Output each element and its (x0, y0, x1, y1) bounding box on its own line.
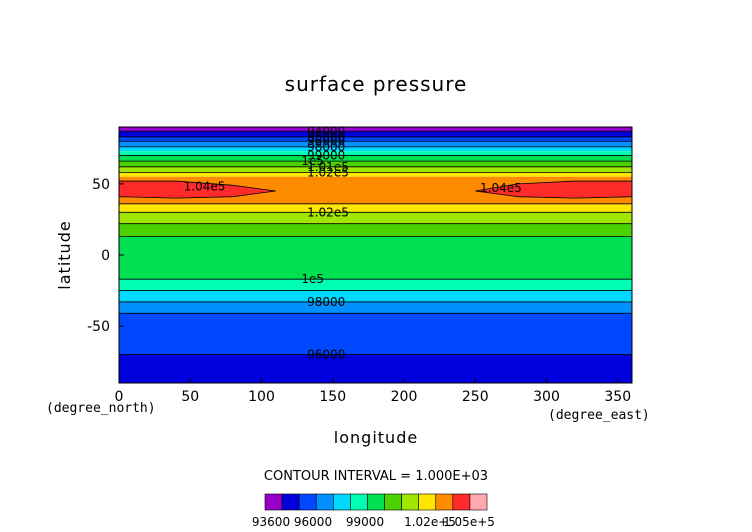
pressure-band (119, 223, 632, 237)
y-axis-label: latitude (55, 220, 74, 289)
pressure-band (119, 136, 632, 142)
contour-labels-layer: 94000950009600098000990001e51.01e51.02e5… (184, 124, 522, 361)
x-tick-label: 200 (391, 389, 418, 405)
colorbar-swatch (350, 493, 368, 511)
contour-label: 94000 (307, 124, 345, 138)
contour-label: 1.02e5 (307, 166, 349, 180)
pressure-band (119, 172, 632, 177)
pressure-band (119, 354, 632, 383)
contour-label: 1.01e5 (307, 160, 349, 174)
contour-label: 98000 (307, 295, 345, 309)
pressure-band (119, 141, 632, 147)
y-tick-label: -50 (87, 319, 110, 335)
colorbar-swatch (452, 493, 471, 511)
contour-label: 1e5 (301, 272, 324, 286)
chart-title: surface pressure (285, 72, 468, 96)
x-tick-label: 300 (533, 389, 560, 405)
contour-label: 1.02e5 (307, 205, 349, 219)
colorbar-swatch (281, 493, 300, 511)
high-pressure-layer (119, 180, 632, 199)
high-pressure-region (475, 180, 632, 199)
pressure-band (119, 279, 632, 291)
pressure-band (119, 212, 632, 224)
pressure-band (119, 131, 632, 137)
pressure-band (119, 155, 632, 162)
colorbar-tick-label: 1.05e+5 (443, 515, 495, 529)
pressure-band (119, 313, 632, 355)
x-tick-label: 250 (462, 389, 489, 405)
y-axis-unit: (degree_north) (46, 401, 156, 416)
colorbar-swatch (264, 493, 283, 511)
pressure-band (119, 161, 632, 167)
contour-label: 95000 (307, 130, 345, 144)
contour-fill-layer (119, 127, 632, 383)
high-pressure-region (119, 180, 276, 199)
x-axis-label: longitude (334, 428, 418, 447)
colorbar-swatch (401, 493, 419, 511)
colorbar-tick-label: 1.02e+5 (404, 515, 456, 529)
contour-label: 98000 (307, 140, 345, 154)
colorbar-swatch (418, 493, 437, 511)
pressure-band (119, 290, 632, 302)
colorbar-swatch (384, 493, 402, 511)
x-tick-label: 350 (604, 389, 631, 405)
pressure-band (119, 166, 632, 173)
x-tick-label: 150 (319, 389, 346, 405)
contour-label-high: 1.04e5 (184, 180, 226, 194)
colorbar-tick-label: 93600 (252, 515, 290, 529)
x-tick-label: 0 (115, 389, 124, 405)
x-tick-label: 100 (248, 389, 275, 405)
colorbar-tick-label: 96000 (294, 515, 332, 529)
colorbar-swatch (298, 493, 317, 511)
y-axis-ticks: -50 0 50 (87, 177, 124, 335)
colorbar-swatch (333, 493, 351, 511)
pressure-band (119, 151, 632, 156)
pressure-band (119, 301, 632, 314)
x-axis-ticks: 0 50 100 150 200 250 300 350 (115, 378, 631, 405)
contour-label-high: 1.04e5 (480, 181, 522, 195)
colorbar-swatch (435, 493, 454, 511)
pressure-band (119, 146, 632, 152)
y-tick-label: 50 (92, 177, 110, 193)
pressure-band (119, 127, 632, 132)
colorbar-swatch (367, 493, 385, 511)
colorbar-tick-label: 99000 (346, 515, 384, 529)
colorbar-swatch (315, 493, 334, 511)
colorbar-labels: 93600 96000 99000 1.02e+51.05e+5 (252, 515, 495, 529)
contour-label: 1e5 (301, 154, 324, 168)
pressure-band (119, 236, 632, 280)
pressure-band (119, 203, 632, 213)
contour-label: 99000 (307, 148, 345, 162)
contour-interval-label: CONTOUR INTERVAL = 1.000E+03 (264, 469, 488, 484)
x-axis-unit: (degree_east) (548, 408, 650, 423)
colorbar (264, 493, 488, 511)
contour-lines-layer (119, 130, 632, 355)
x-tick-label: 50 (181, 389, 199, 405)
contour-label: 96000 (307, 134, 345, 148)
colorbar-swatch (469, 493, 488, 511)
contour-label: 96000 (307, 348, 345, 362)
y-tick-label: 0 (101, 248, 110, 264)
